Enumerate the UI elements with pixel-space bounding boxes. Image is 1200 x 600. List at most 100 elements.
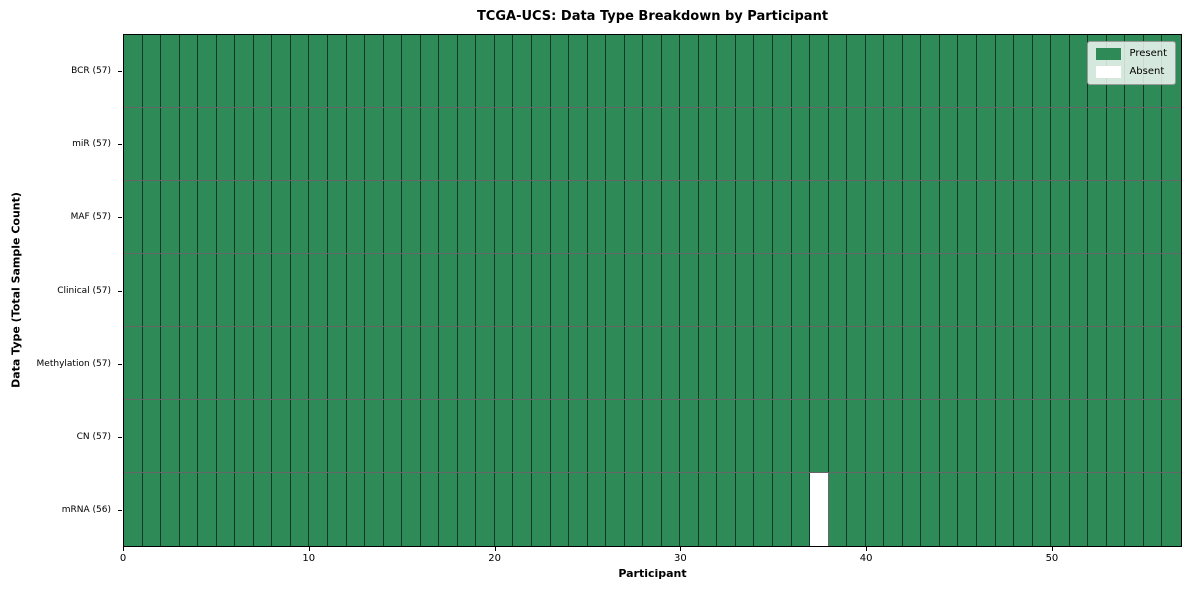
heatmap-cell-BCR-43 — [921, 35, 940, 107]
legend-item-absent: Absent — [1096, 66, 1167, 78]
heatmap-cell-Methylation-53 — [1106, 327, 1126, 399]
heatmap-cell-CN-11 — [327, 400, 347, 472]
heatmap-cell-BCR-44 — [939, 35, 959, 107]
heatmap-cell-miR-33 — [735, 108, 755, 180]
heatmap-cell-CN-42 — [902, 400, 922, 472]
heatmap-cell-Clinical-21 — [513, 254, 532, 326]
heatmap-cell-Clinical-56 — [1162, 254, 1181, 326]
heatmap-cell-mRNA-37 — [810, 473, 829, 546]
heatmap-cell-BCR-26 — [606, 35, 625, 107]
x-tick-mark-40 — [866, 547, 868, 551]
heatmap-cell-CN-27 — [624, 400, 644, 472]
heatmap-cell-MAF-41 — [884, 181, 903, 253]
heatmap-cell-Methylation-33 — [735, 327, 755, 399]
heatmap-cell-CN-32 — [717, 400, 736, 472]
heatmap-cell-mRNA-35 — [773, 473, 792, 546]
heatmap-cell-CN-54 — [1125, 400, 1144, 472]
heatmap-cell-Methylation-55 — [1143, 327, 1163, 399]
heatmap-cell-Clinical-8 — [272, 254, 291, 326]
heatmap-cell-CN-4 — [198, 400, 217, 472]
heatmap-cell-BCR-47 — [995, 35, 1015, 107]
heatmap-cell-miR-18 — [457, 108, 477, 180]
heatmap-cell-MAF-27 — [624, 181, 644, 253]
heatmap-cell-BCR-0 — [124, 35, 143, 107]
heatmap-cell-CN-53 — [1106, 400, 1126, 472]
heatmap-cell-Methylation-16 — [420, 327, 440, 399]
y-tick-label-Methylation: Methylation (57) — [36, 358, 111, 369]
heatmap-cell-CN-55 — [1143, 400, 1163, 472]
heatmap-cell-miR-50 — [1051, 108, 1070, 180]
heatmap-cell-MAF-54 — [1125, 181, 1144, 253]
heatmap-cell-miR-22 — [531, 108, 551, 180]
heatmap-cell-Clinical-46 — [977, 254, 996, 326]
heatmap-cell-miR-17 — [439, 108, 458, 180]
heatmap-cell-Methylation-22 — [531, 327, 551, 399]
heatmap-cell-mRNA-17 — [439, 473, 458, 546]
heatmap-cell-miR-41 — [884, 108, 903, 180]
heatmap-cell-Methylation-6 — [235, 327, 254, 399]
heatmap-cell-MAF-6 — [235, 181, 254, 253]
y-tick-mark-MAF — [118, 217, 122, 219]
heatmap-cell-mRNA-55 — [1143, 473, 1163, 546]
y-tick-mark-Clinical — [118, 290, 122, 292]
heatmap-cell-Clinical-34 — [754, 254, 774, 326]
heatmap-cell-mRNA-24 — [569, 473, 588, 546]
heatmap-cell-mRNA-2 — [161, 473, 180, 546]
heatmap-cell-MAF-0 — [124, 181, 143, 253]
heatmap-cell-Clinical-47 — [995, 254, 1015, 326]
heatmap-cell-MAF-23 — [550, 181, 570, 253]
heatmap-cell-mRNA-30 — [680, 473, 699, 546]
heatmap-cell-miR-16 — [420, 108, 440, 180]
heatmap-cell-mRNA-40 — [865, 473, 885, 546]
y-tick-label-Clinical: Clinical (57) — [57, 285, 111, 296]
heatmap-cell-CN-31 — [698, 400, 718, 472]
heatmap-cell-miR-36 — [791, 108, 811, 180]
heatmap-cell-BCR-19 — [476, 35, 495, 107]
heatmap-cell-miR-38 — [828, 108, 848, 180]
heatmap-cell-mRNA-13 — [365, 473, 384, 546]
heatmap-cell-mRNA-47 — [995, 473, 1015, 546]
heatmap-cell-miR-53 — [1106, 108, 1126, 180]
heatmap-cell-CN-30 — [680, 400, 699, 472]
heatmap-cell-BCR-38 — [828, 35, 848, 107]
heatmap-cell-CN-10 — [309, 400, 328, 472]
heatmap-cell-mRNA-39 — [847, 473, 866, 546]
heatmap-cell-miR-39 — [847, 108, 866, 180]
heatmap-cell-CN-50 — [1051, 400, 1070, 472]
heatmap-cell-BCR-24 — [569, 35, 588, 107]
heatmap-cell-MAF-19 — [476, 181, 495, 253]
heatmap-cell-Clinical-16 — [420, 254, 440, 326]
heatmap-cell-mRNA-19 — [476, 473, 495, 546]
heatmap-cell-Methylation-45 — [958, 327, 978, 399]
x-tick-label-20: 20 — [488, 553, 501, 564]
x-tick-label-40: 40 — [859, 553, 873, 564]
heatmap-cell-Methylation-25 — [587, 327, 607, 399]
heatmap-cell-mRNA-3 — [179, 473, 199, 546]
heatmap-cell-CN-1 — [142, 400, 162, 472]
heatmap-cell-BCR-3 — [179, 35, 199, 107]
heatmap-cell-MAF-30 — [680, 181, 699, 253]
heatmap-cell-BCR-33 — [735, 35, 755, 107]
heatmap-cell-CN-21 — [513, 400, 532, 472]
heatmap-cell-CN-36 — [791, 400, 811, 472]
heatmap-cell-miR-26 — [606, 108, 625, 180]
heatmap-cell-miR-7 — [253, 108, 273, 180]
heatmap-cell-Clinical-30 — [680, 254, 699, 326]
heatmap-cell-miR-15 — [402, 108, 421, 180]
x-tick-label-30: 30 — [673, 553, 687, 564]
heatmap-cell-mRNA-7 — [253, 473, 273, 546]
heatmap-cell-miR-34 — [754, 108, 774, 180]
heatmap-cell-miR-29 — [661, 108, 681, 180]
heatmap-cell-MAF-28 — [643, 181, 662, 253]
heatmap-cell-Methylation-35 — [773, 327, 792, 399]
heatmap-cell-MAF-25 — [587, 181, 607, 253]
heatmap-cell-CN-29 — [661, 400, 681, 472]
heatmap-cell-MAF-34 — [754, 181, 774, 253]
x-axis: 0 10 20 30 40 50 — [120, 547, 1182, 569]
heatmap-cell-MAF-29 — [661, 181, 681, 253]
heatmap-cell-Clinical-10 — [309, 254, 328, 326]
heatmap-cell-Clinical-42 — [902, 254, 922, 326]
heatmap-cell-CN-28 — [643, 400, 662, 472]
heatmap-cell-Methylation-11 — [327, 327, 347, 399]
heatmap-cell-miR-43 — [921, 108, 940, 180]
